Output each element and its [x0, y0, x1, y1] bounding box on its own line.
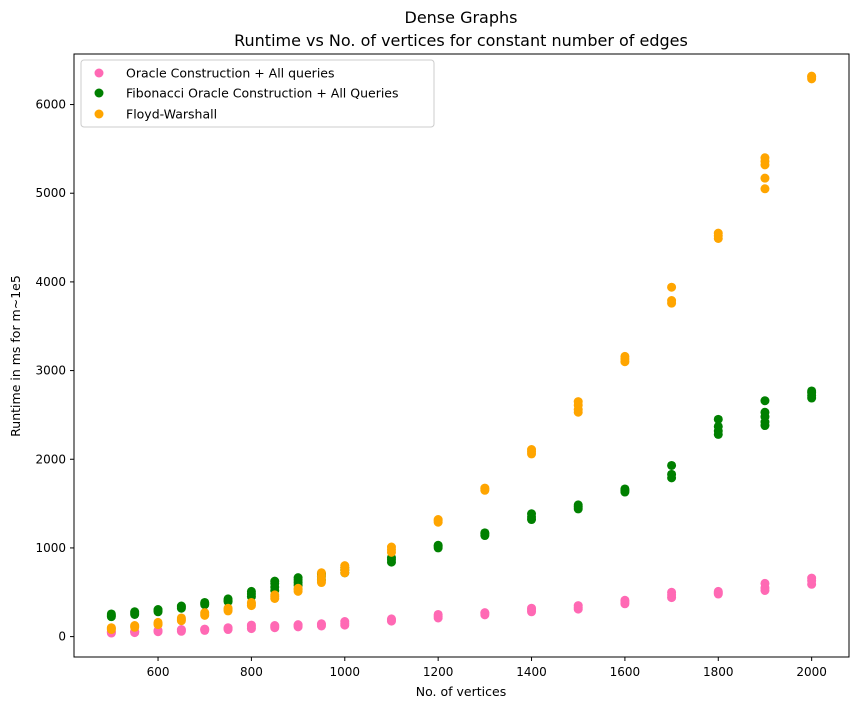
data-point-s1-40: [433, 540, 443, 550]
data-point-s0-11: [176, 625, 186, 635]
y-axis-label: Runtime in ms for m~1e5: [8, 275, 23, 437]
data-point-s0-35: [386, 614, 396, 624]
y-tick-label-4000: 4000: [35, 275, 66, 289]
data-point-s1-28: [293, 573, 303, 583]
y-tick-label-2000: 2000: [35, 452, 66, 466]
axis-ticks-layer: 600 800 1000 1200 1400 1600 1800 2000 0 1000 2000 3…: [35, 98, 826, 679]
x-tick-label-1400: 1400: [516, 665, 547, 679]
data-point-s2-14: [200, 608, 210, 618]
data-point-s1-20: [246, 586, 256, 596]
data-point-s0-44: [527, 603, 537, 613]
data-point-s2-43: [480, 483, 490, 493]
data-points-layer: [106, 71, 817, 638]
data-point-s2-20: [246, 597, 256, 607]
legend-marker-floyd-warshall: [94, 109, 104, 119]
data-point-s2-60: [760, 184, 770, 194]
y-tick-label-0: 0: [58, 630, 66, 644]
data-point-s0-14: [200, 624, 210, 634]
x-axis-label: No. of vertices: [416, 684, 506, 699]
data-point-s1-49: [573, 500, 583, 510]
data-point-s2-46: [527, 445, 537, 454]
x-tick-label-1200: 1200: [423, 665, 454, 679]
legend: Oracle Construction + All queries Fibona…: [80, 59, 435, 128]
data-point-s0-20: [246, 620, 256, 630]
data-point-s0-53: [667, 587, 677, 597]
data-point-s2-34: [340, 561, 350, 571]
data-point-s2-53: [620, 351, 630, 361]
legend-label-oracle: Oracle Construction + All queries: [126, 66, 335, 81]
data-point-s1-24: [270, 576, 280, 586]
data-point-s0-17: [223, 623, 233, 633]
data-point-s1-54: [667, 469, 677, 479]
data-point-s0-41: [480, 608, 490, 618]
data-point-s0-47: [573, 601, 583, 611]
x-tick-label-1000: 1000: [330, 665, 361, 679]
data-point-s2-2: [106, 623, 116, 633]
data-point-s0-32: [340, 617, 350, 627]
data-point-s2-23: [270, 590, 280, 600]
data-point-s2-26: [293, 583, 303, 593]
data-point-s1-63: [760, 407, 770, 417]
data-point-s1-43: [480, 528, 490, 538]
data-point-s1-14: [200, 597, 210, 607]
data-point-s1-64: [760, 396, 770, 406]
data-point-s0-23: [270, 621, 280, 631]
data-point-s1-8: [153, 605, 163, 615]
data-point-s2-55: [667, 296, 677, 306]
legend-marker-oracle: [94, 68, 104, 78]
data-point-s2-30: [316, 568, 326, 578]
data-point-s1-58: [713, 421, 723, 431]
data-point-s1-59: [713, 414, 723, 424]
data-point-s0-26: [293, 620, 303, 630]
data-point-s0-50: [620, 595, 630, 605]
data-point-s2-17: [223, 603, 233, 613]
data-point-s0-56: [713, 586, 723, 596]
legend-box: [80, 59, 435, 128]
data-point-s1-5: [130, 607, 140, 617]
data-point-s2-5: [130, 621, 140, 631]
data-point-s1-11: [176, 601, 186, 611]
data-point-s1-46: [527, 509, 537, 519]
x-tick-label-600: 600: [147, 665, 170, 679]
data-point-s2-67: [807, 71, 817, 81]
data-point-s1-52: [620, 484, 630, 494]
data-point-s1-68: [807, 386, 817, 396]
data-point-s0-29: [316, 619, 326, 629]
data-point-s1-17: [223, 594, 233, 604]
data-point-s2-56: [667, 282, 677, 292]
legend-marker-fibonacci: [94, 88, 104, 98]
plot-frame: [73, 53, 850, 658]
x-tick-label-1800: 1800: [703, 665, 734, 679]
legend-label-fibonacci: Fibonacci Oracle Construction + All Quer…: [126, 86, 399, 101]
data-point-s2-11: [176, 613, 186, 623]
x-tick-label-1600: 1600: [610, 665, 641, 679]
data-point-s2-8: [153, 617, 163, 627]
data-point-s2-50: [573, 397, 583, 407]
data-point-s2-59: [713, 228, 723, 238]
chart-title: Dense Graphs: [405, 8, 518, 27]
data-point-s2-37: [386, 542, 396, 552]
x-tick-label-2000: 2000: [796, 665, 827, 679]
y-tick-label-1000: 1000: [35, 541, 66, 555]
legend-label-floyd-warshall: Floyd-Warshall: [126, 107, 217, 122]
x-tick-label-800: 800: [240, 665, 263, 679]
data-point-s2-61: [760, 173, 770, 183]
y-tick-label-5000: 5000: [35, 186, 66, 200]
data-point-s0-59: [760, 578, 770, 588]
y-tick-label-3000: 3000: [35, 364, 66, 378]
data-point-s2-40: [433, 515, 443, 525]
y-tick-label-6000: 6000: [35, 98, 66, 112]
data-point-s0-62: [807, 573, 817, 583]
data-point-s1-2: [106, 609, 116, 619]
data-point-s0-38: [433, 609, 443, 619]
data-point-s2-64: [760, 153, 770, 163]
data-point-s1-55: [667, 460, 677, 470]
chart-subtitle: Runtime vs No. of vertices for constant …: [234, 31, 688, 50]
